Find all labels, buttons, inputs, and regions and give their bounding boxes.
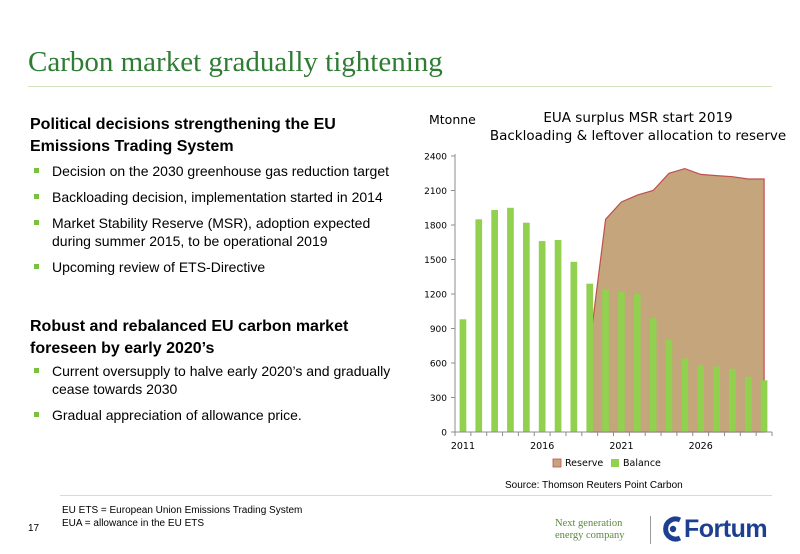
list-item: Decision on the 2030 greenhouse gas redu… bbox=[34, 162, 397, 180]
source-note: Source: Thomson Reuters Point Carbon bbox=[505, 480, 683, 491]
footer-divider bbox=[60, 495, 190, 496]
y-tick-label: 300 bbox=[430, 394, 447, 404]
bullet-list-political: Decision on the 2030 greenhouse gas redu… bbox=[34, 162, 397, 284]
bullet-square-icon bbox=[34, 168, 39, 173]
bullet-square-icon bbox=[34, 264, 39, 269]
balance-bar-2011 bbox=[459, 319, 467, 432]
chart-canvas: Mtonne EUA surplus MSR start 2019 Backlo… bbox=[424, 110, 786, 469]
chart-title-line1: EUA surplus MSR start 2019 bbox=[543, 110, 732, 126]
slide-title: Carbon market gradually tightening bbox=[28, 46, 443, 78]
bullet-list-robust: Current oversupply to halve early 2020’s… bbox=[34, 362, 397, 432]
brand-name: Fortum bbox=[684, 515, 768, 543]
balance-bar-2029 bbox=[744, 376, 752, 432]
balance-bar-2014 bbox=[507, 207, 514, 433]
bullet-square-icon bbox=[34, 412, 39, 417]
balance-bar-2013 bbox=[491, 210, 498, 432]
y-tick-label: 1800 bbox=[424, 222, 447, 232]
balance-bar-2030 bbox=[760, 380, 768, 433]
fortum-mark-icon bbox=[663, 516, 682, 542]
chart-legend: Reserve Balance bbox=[552, 458, 661, 469]
brand-divider bbox=[650, 516, 651, 544]
list-item: Gradual appreciation of allowance price. bbox=[34, 406, 397, 424]
title-divider bbox=[28, 86, 772, 87]
list-item: Upcoming review of ETS-Directive bbox=[34, 258, 397, 276]
bullet-square-icon bbox=[34, 194, 39, 199]
balance-bar-2022 bbox=[633, 294, 641, 432]
balance-bar-2017 bbox=[554, 240, 562, 432]
x-tick-label: 2016 bbox=[530, 441, 554, 452]
balance-bar-2020 bbox=[602, 289, 609, 432]
y-tick-label: 2100 bbox=[424, 187, 447, 197]
surplus-chart: Mtonne EUA surplus MSR start 2019 Backlo… bbox=[405, 96, 790, 496]
balance-bar-2015 bbox=[523, 222, 530, 432]
section-heading-political: Political decisions strengthening the EU… bbox=[30, 116, 336, 155]
list-item: Current oversupply to halve early 2020’s… bbox=[34, 362, 397, 398]
balance-bar-2016 bbox=[538, 241, 546, 432]
y-tick-label: 600 bbox=[430, 360, 447, 370]
footnote-ets: EU ETS = European Union Emissions Tradin… bbox=[62, 505, 303, 516]
balance-bar-2026 bbox=[697, 365, 704, 432]
balance-bar-2021 bbox=[618, 291, 625, 432]
y-tick-label: 1200 bbox=[424, 291, 447, 301]
balance-bar-2018 bbox=[570, 261, 578, 432]
footnote-eua: EUA = allowance in the EU ETS bbox=[62, 518, 205, 529]
list-item: Market Stability Reserve (MSR), adoption… bbox=[34, 214, 397, 250]
y-tick-label: 900 bbox=[430, 325, 447, 335]
list-item: Backloading decision, implementation sta… bbox=[34, 188, 397, 206]
brand-tagline: Next generation energy company bbox=[555, 518, 625, 542]
y-tick-label: 2400 bbox=[424, 153, 447, 163]
x-tick-label: 2021 bbox=[609, 441, 633, 452]
brand-tagline-line1: Next generation bbox=[555, 518, 623, 529]
x-tick-label: 2026 bbox=[689, 441, 713, 452]
balance-bar-2024 bbox=[665, 340, 673, 432]
page-number: 17 bbox=[28, 523, 40, 534]
legend-label-reserve: Reserve bbox=[565, 458, 603, 469]
balance-bar-2023 bbox=[649, 318, 657, 432]
balance-bar-2025 bbox=[681, 358, 689, 432]
balance-bar-2027 bbox=[713, 366, 720, 432]
legend-swatch-balance bbox=[611, 459, 619, 467]
y-tick-label: 0 bbox=[441, 429, 447, 439]
balance-bar-2012 bbox=[475, 219, 483, 433]
bullet-square-icon bbox=[34, 220, 39, 225]
y-tick-label: 1500 bbox=[424, 256, 447, 266]
legend-swatch-reserve bbox=[552, 458, 562, 468]
footer-divider-right bbox=[190, 495, 772, 496]
reserve-area bbox=[589, 167, 765, 433]
balance-bar-2028 bbox=[729, 368, 736, 433]
chart-ylabel: Mtonne bbox=[429, 112, 476, 127]
reserve-series bbox=[589, 167, 765, 433]
chart-title-line2: Backloading & leftover allocation to res… bbox=[490, 128, 786, 144]
bullet-square-icon bbox=[34, 368, 39, 373]
x-tick-label: 2011 bbox=[451, 441, 475, 452]
legend-label-balance: Balance bbox=[623, 458, 661, 469]
brand-tagline-line2: energy company bbox=[555, 530, 625, 541]
section-heading-robust: Robust and rebalanced EU carbon market f… bbox=[30, 318, 349, 357]
chart-axes: 0 300 600 900 1200 1500 1800 2100 2400 2011 2016 20… bbox=[424, 153, 773, 452]
balance-series bbox=[459, 207, 768, 433]
balance-bar-2019 bbox=[586, 283, 594, 432]
